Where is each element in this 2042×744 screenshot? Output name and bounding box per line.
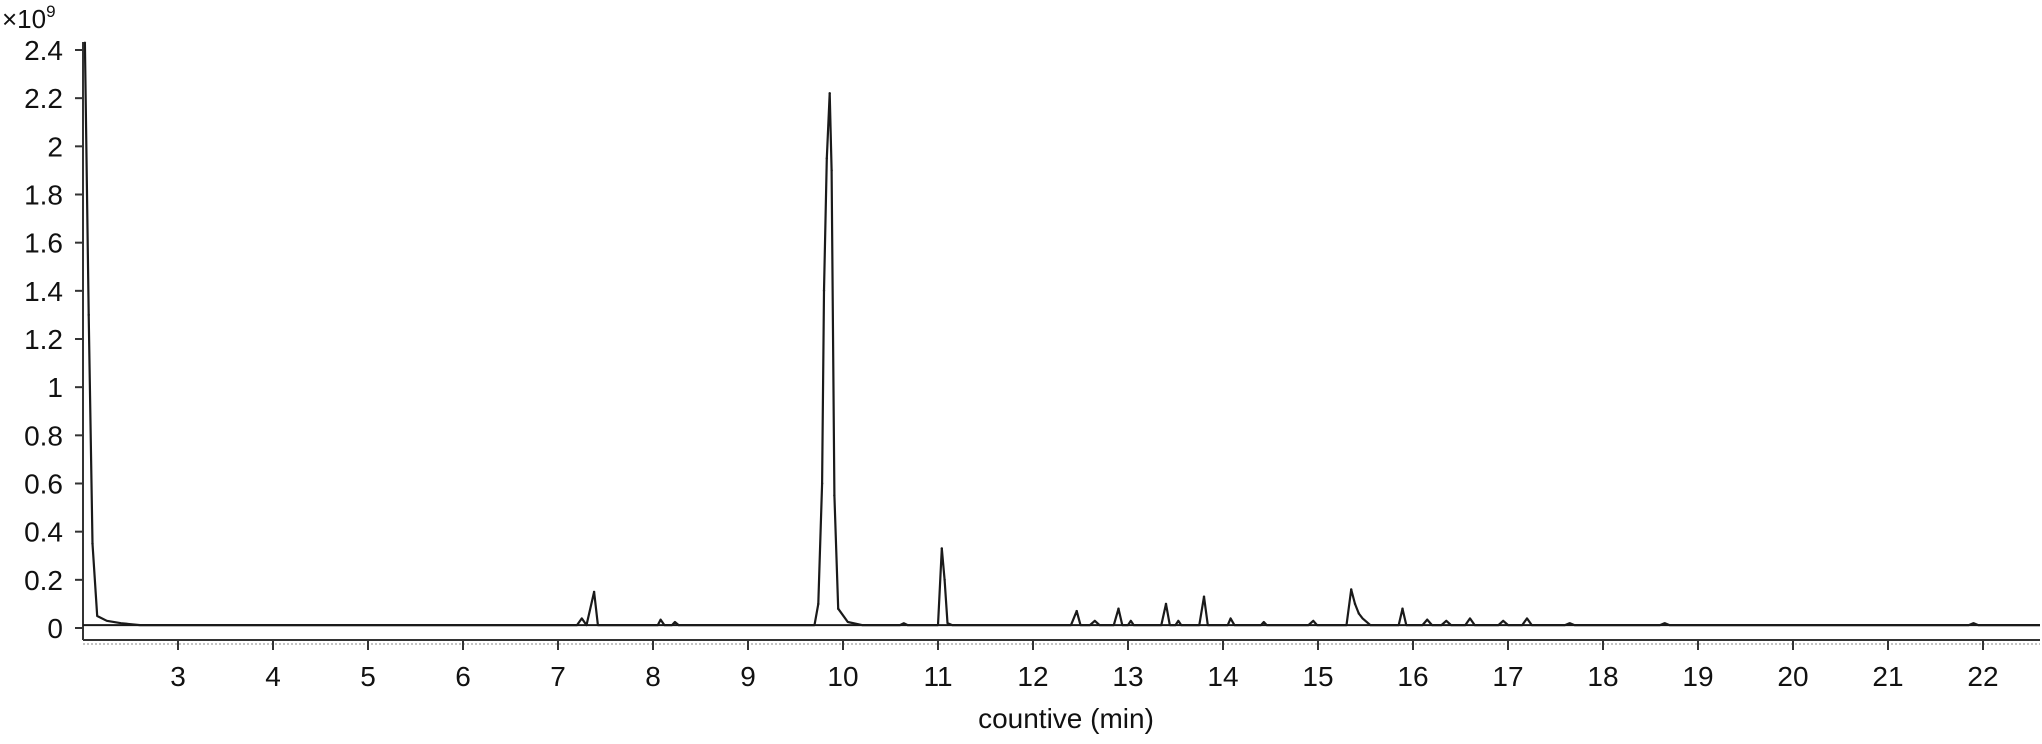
peak-point — [1401, 607, 1404, 610]
y-tick-label: 1.6 — [24, 228, 63, 259]
peak-point — [1357, 612, 1361, 615]
x-tick-label: 15 — [1302, 661, 1333, 692]
x-tick-label: 17 — [1492, 661, 1523, 692]
peak-point — [91, 542, 94, 545]
peak-point — [822, 289, 826, 292]
peak-point — [837, 607, 840, 610]
peak-point — [1164, 602, 1168, 606]
peak-point — [592, 590, 596, 594]
ticks-layer: 0 0.2 0.4 0.6 0.8 1 1.2 1.4 1.6 1.8 2 2.2 2.4 3 4 5 6 7 8 9… — [24, 35, 1999, 692]
x-tick-label: 6 — [455, 661, 471, 692]
y-tick-label: 0.6 — [24, 469, 63, 500]
y-tick-label: 0.8 — [24, 420, 63, 451]
peak-point — [83, 41, 87, 44]
y-tick-label: 1.4 — [24, 276, 63, 307]
x-tick-label: 19 — [1682, 661, 1713, 692]
x-tick-label: 21 — [1872, 661, 1903, 692]
peak-point — [940, 547, 943, 550]
x-tick-label: 3 — [170, 661, 186, 692]
y-axis-multiplier: ×109 — [2, 2, 56, 34]
y-tick-label: 0.2 — [24, 565, 63, 596]
x-tick-label: 18 — [1587, 661, 1618, 692]
x-axis-title: countive (min) — [978, 703, 1154, 734]
peak-point — [830, 169, 833, 172]
peak-point — [1117, 607, 1120, 610]
y-tick-label: 1.8 — [24, 180, 63, 211]
peak-point — [820, 482, 824, 485]
peak-point — [1202, 595, 1206, 598]
x-tick-label: 8 — [645, 661, 661, 692]
y-tick-label: 2 — [47, 131, 63, 162]
y-tick-label: 2.2 — [24, 83, 63, 114]
peak-point — [817, 602, 820, 606]
x-tick-label: 22 — [1967, 661, 1998, 692]
peak-point — [87, 313, 90, 317]
y-tick-label: 0.4 — [24, 517, 63, 548]
chromatogram-trace — [83, 42, 2040, 627]
peak-point — [825, 157, 828, 160]
x-tick-label: 12 — [1017, 661, 1048, 692]
x-tick-label: 4 — [265, 661, 281, 692]
peak-point — [828, 92, 831, 95]
y-tick-label: 1.2 — [24, 324, 63, 355]
peak-point — [1075, 609, 1078, 613]
y-tick-label: 1 — [47, 372, 63, 403]
x-tick-label: 9 — [740, 661, 756, 692]
x-tick-label: 11 — [923, 661, 952, 692]
peak-point — [1353, 602, 1357, 606]
x-tick-label: 13 — [1112, 661, 1143, 692]
peak-point — [1350, 588, 1353, 591]
x-tick-label: 5 — [360, 661, 376, 692]
peak-point — [833, 494, 836, 497]
peak-point — [943, 578, 946, 581]
x-tick-label: 20 — [1777, 661, 1808, 692]
series-layer — [83, 41, 2040, 627]
x-tick-label: 16 — [1397, 661, 1428, 692]
x-tick-label: 10 — [827, 661, 858, 692]
x-tick-label: 14 — [1207, 661, 1238, 692]
x-tick-label: 7 — [550, 661, 566, 692]
y-tick-label: 0 — [47, 613, 63, 644]
axes-layer — [82, 42, 2040, 645]
y-tick-label: 2.4 — [24, 35, 63, 66]
